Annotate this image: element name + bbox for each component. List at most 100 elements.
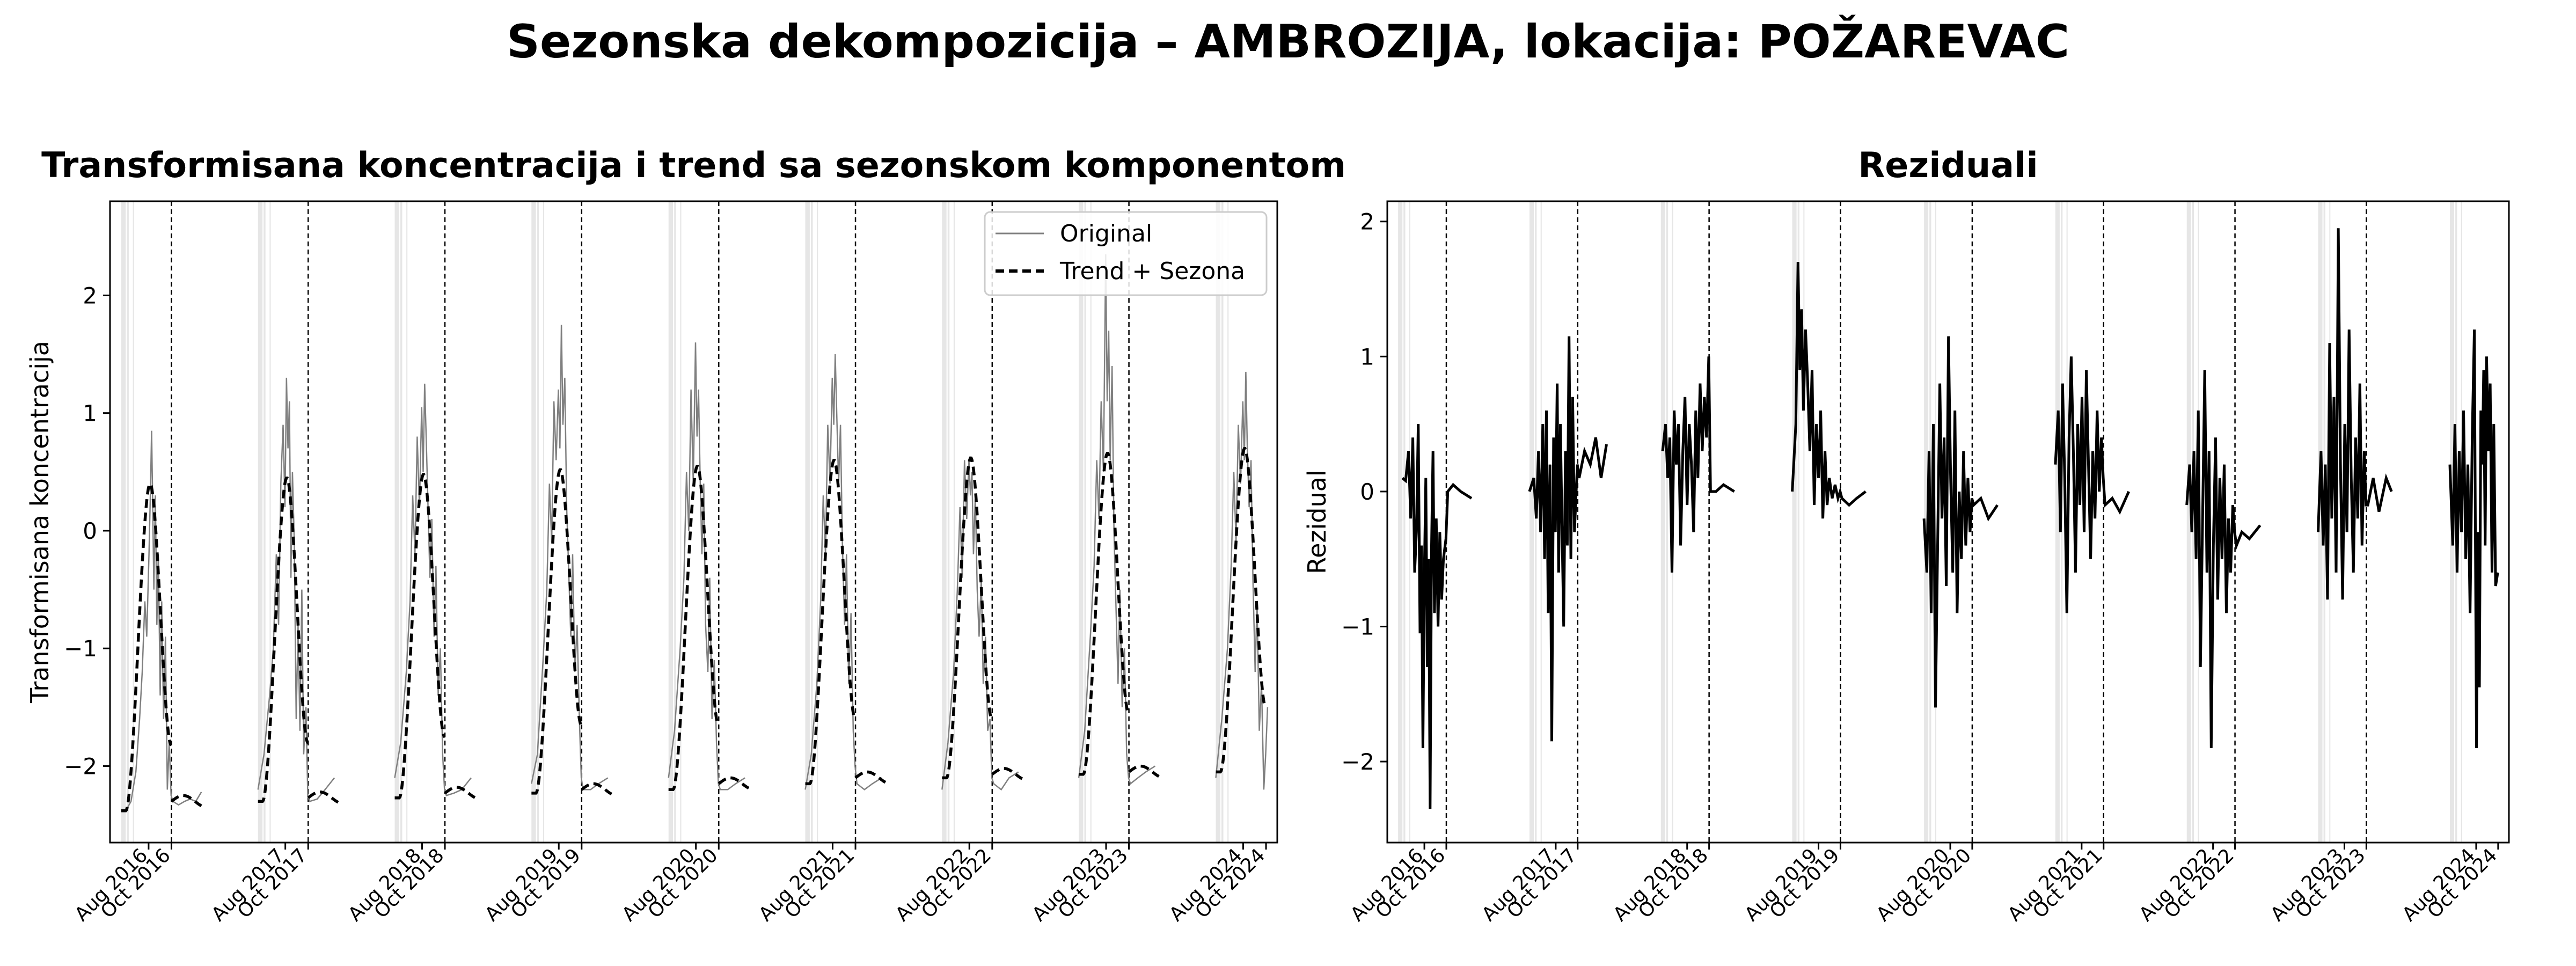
y-axis-label: Transformisana koncentracija — [25, 341, 54, 704]
missing-data-band — [1403, 201, 1406, 843]
series-residual-line — [2054, 356, 2130, 613]
y-axis-label: Rezidual — [1302, 470, 1331, 574]
missing-data-band — [817, 201, 818, 843]
series-trend-sezona-line — [942, 456, 993, 780]
axes-title: Transformisana koncentracija i trend sa … — [41, 145, 1346, 186]
missing-data-band — [1803, 201, 1805, 843]
missing-data-band — [531, 201, 536, 843]
missing-data-band — [942, 201, 947, 843]
missing-data-band — [394, 201, 399, 843]
missing-data-band — [2186, 201, 2191, 843]
missing-data-band — [1666, 201, 1668, 843]
series-residual-line — [2317, 228, 2393, 600]
series-trend-sezona-line — [170, 794, 202, 807]
series-residual-line — [1791, 262, 1867, 519]
missing-data-band — [133, 201, 134, 843]
series-original-line — [531, 325, 609, 791]
axes-title: Reziduali — [1858, 145, 2038, 186]
series-trend-sezona-line — [307, 790, 339, 804]
missing-data-band — [1409, 201, 1410, 843]
missing-data-band — [810, 201, 813, 843]
missing-data-band — [1090, 201, 1092, 843]
missing-data-band — [2329, 201, 2331, 843]
missing-data-band — [1535, 201, 1537, 843]
missing-data-band — [400, 201, 402, 843]
missing-data-band — [1660, 201, 1665, 843]
missing-data-band — [1221, 201, 1224, 843]
missing-data-band — [947, 201, 950, 843]
missing-data-band — [1227, 201, 1229, 843]
missing-data-band — [1792, 201, 1797, 843]
missing-data-band — [258, 201, 263, 843]
series-trend-sezona-line — [668, 465, 720, 792]
series-trend-sezona-line — [805, 459, 857, 786]
missing-data-band — [264, 201, 266, 843]
missing-data-band — [2055, 201, 2060, 843]
y-tick-label: 1 — [1360, 343, 1374, 370]
series-trend-sezona-line — [1128, 764, 1160, 778]
legend-label-trend: Trend + Sezona — [1059, 258, 1245, 285]
axes-frame — [1386, 200, 2510, 844]
series-trend-sezona-line — [394, 473, 446, 800]
series-residual-line — [1528, 336, 1608, 742]
series-original-line — [804, 354, 882, 791]
y-tick-label: 0 — [1360, 479, 1374, 505]
series-trend-sezona-line — [1079, 451, 1130, 776]
y-tick-label: 2 — [83, 282, 97, 309]
series-trend-sezona-line — [1216, 447, 1267, 774]
missing-data-band — [1079, 201, 1084, 843]
missing-data-band — [1216, 201, 1220, 843]
series-original-line — [1215, 371, 1269, 790]
series-original-line — [125, 430, 202, 811]
y-tick-label: 1 — [83, 400, 97, 427]
y-tick-label: 0 — [83, 518, 97, 544]
series-original-line — [1078, 254, 1156, 785]
figure-suptitle: Sezonska dekompozicija – AMBROZIJA, loka… — [506, 15, 2070, 69]
series-original-line — [668, 342, 745, 791]
y-tick-label: −1 — [64, 635, 97, 662]
axes-frame — [109, 200, 1278, 844]
y-tick-label: −2 — [1341, 749, 1374, 775]
missing-data-band — [1797, 201, 1799, 843]
series-trend-sezona-line — [991, 767, 1023, 780]
missing-data-band — [668, 201, 674, 843]
series-residual-line — [2185, 370, 2262, 748]
missing-data-band — [953, 201, 955, 843]
series-residual-line — [2448, 329, 2499, 748]
missing-data-band — [127, 201, 129, 843]
missing-data-band — [1924, 201, 1929, 843]
missing-data-band — [2318, 201, 2323, 843]
series-trend-sezona-line — [531, 468, 582, 795]
series-original-line — [941, 460, 1019, 791]
series-trend-sezona-line — [258, 476, 309, 803]
y-tick-label: 2 — [1360, 209, 1374, 235]
series-trend-sezona-line — [854, 770, 887, 784]
missing-data-band — [269, 201, 271, 843]
missing-data-band — [805, 201, 810, 843]
y-tick-label: −2 — [64, 753, 97, 779]
missing-data-band — [543, 201, 544, 843]
missing-data-band — [1398, 201, 1403, 843]
legend-box — [984, 211, 1268, 296]
missing-data-band — [674, 201, 676, 843]
series-residual-line — [1401, 424, 1473, 809]
missing-data-band — [1529, 201, 1534, 843]
y-tick-label: −1 — [1341, 613, 1374, 640]
series-residual-line — [1661, 356, 1735, 573]
series-trend-sezona-line — [121, 482, 172, 813]
missing-data-band — [406, 201, 408, 843]
legend-label-original: Original — [1060, 220, 1152, 247]
missing-data-band — [1084, 201, 1087, 843]
series-trend-sezona-line — [581, 782, 612, 795]
missing-data-band — [1935, 201, 1936, 843]
missing-data-band — [680, 201, 682, 843]
series-trend-sezona-line — [444, 786, 476, 799]
missing-data-band — [121, 201, 126, 843]
series-trend-sezona-line — [718, 776, 750, 790]
missing-data-band — [537, 201, 539, 843]
series-residual-line — [1922, 336, 1999, 708]
